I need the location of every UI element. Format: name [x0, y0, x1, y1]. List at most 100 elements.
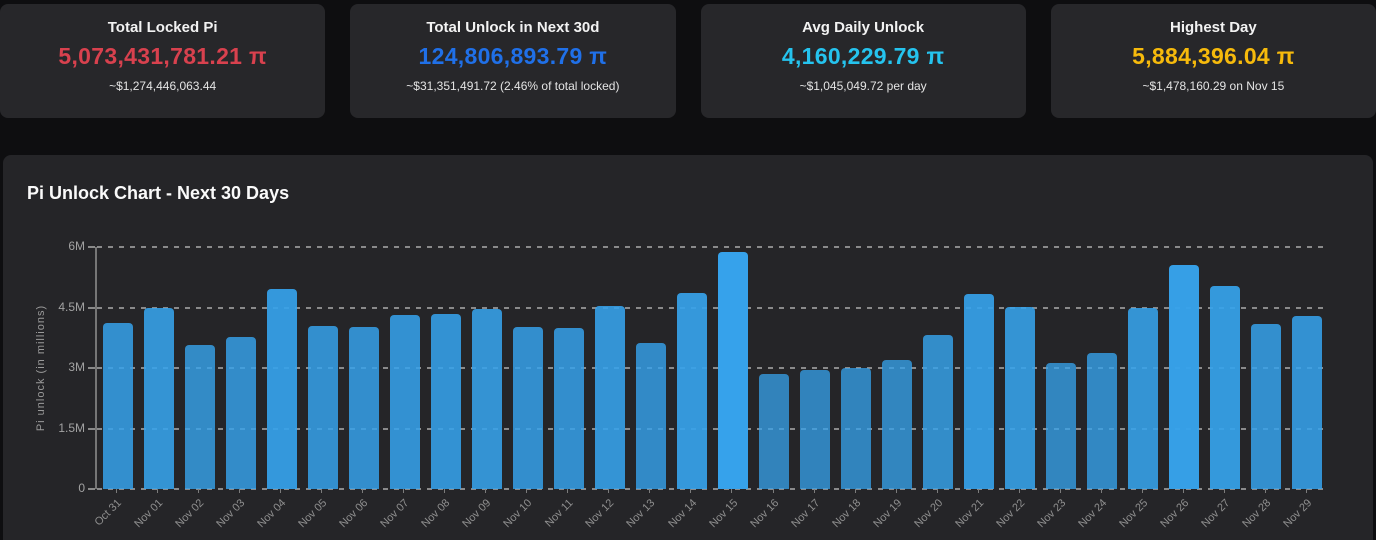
x-tick-mark: [1101, 489, 1103, 493]
x-label-slot: Nov 05: [296, 489, 341, 539]
stat-title: Total Unlock in Next 30d: [426, 19, 600, 36]
bar-slot: [220, 247, 261, 489]
bar-nov-07[interactable]: [389, 315, 420, 489]
x-tick-label: Nov 15: [706, 497, 740, 531]
x-tick-label: Oct 31: [92, 497, 125, 529]
bar-slot: [958, 247, 999, 489]
y-tick-label: 6M: [68, 239, 85, 253]
x-tick-label: Nov 11: [543, 497, 576, 530]
bar-slot: [630, 247, 671, 489]
stats-row: Total Locked Pi 5,073,431,781.21 π ~$1,2…: [0, 0, 1376, 118]
stat-title: Avg Daily Unlock: [802, 19, 925, 36]
bar-nov-03[interactable]: [225, 336, 256, 489]
x-tick-mark: [402, 489, 404, 493]
y-tick-mark: [88, 427, 95, 430]
x-tick-mark: [1059, 489, 1061, 493]
stat-value: 4,160,229.79 π: [781, 43, 945, 69]
bar-nov-22[interactable]: [1004, 307, 1035, 489]
bar-nov-11[interactable]: [553, 328, 584, 489]
x-tick-label: Nov 21: [953, 497, 987, 531]
bar-slot: [548, 247, 589, 489]
stat-value: 5,073,431,781.21 π: [58, 43, 267, 69]
x-tick-label: Nov 12: [583, 497, 617, 531]
y-tick-mark: [88, 488, 95, 490]
x-label-slot: Nov 15: [707, 489, 752, 539]
x-label-slot: Nov 09: [460, 489, 506, 539]
x-label-slot: Nov 01: [132, 489, 177, 539]
bar-nov-28[interactable]: [1250, 324, 1281, 489]
bar-slot: [138, 247, 179, 489]
bar-nov-16[interactable]: [758, 374, 789, 489]
bar-nov-13[interactable]: [635, 343, 666, 489]
y-tick-mark: [88, 306, 95, 309]
bar-slot: [425, 247, 466, 489]
bar-nov-10[interactable]: [512, 327, 543, 489]
x-label-slot: Nov 02: [173, 489, 218, 539]
y-tick-label: 4.5M: [58, 299, 85, 314]
bar-oct-31[interactable]: [102, 323, 133, 489]
bar-nov-14[interactable]: [676, 292, 707, 489]
bar-slot: [876, 247, 917, 489]
x-tick-mark: [1224, 489, 1226, 493]
stat-title: Highest Day: [1170, 19, 1257, 36]
bar-nov-29[interactable]: [1291, 315, 1322, 489]
bar-slot: [589, 247, 630, 489]
x-tick-mark: [1306, 489, 1308, 493]
bar-nov-24[interactable]: [1086, 352, 1117, 489]
bar-nov-25[interactable]: [1127, 308, 1158, 489]
stat-value: 5,884,396.04 π: [1132, 43, 1295, 69]
bar-nov-27[interactable]: [1209, 285, 1240, 489]
x-tick-mark: [526, 489, 528, 493]
x-label-slot: Nov 22: [994, 489, 1039, 539]
bar-nov-12[interactable]: [594, 306, 625, 489]
bar-nov-08[interactable]: [430, 314, 461, 489]
y-tick-mark: [88, 367, 95, 369]
x-tick-label: Nov 08: [419, 497, 453, 531]
bar-slot: [302, 247, 343, 489]
x-tick-label: Nov 17: [788, 497, 823, 531]
x-label-slot: Nov 10: [502, 489, 547, 539]
bar-slot: [753, 247, 794, 489]
bar-slot: [179, 247, 220, 489]
bar-nov-20[interactable]: [922, 334, 953, 489]
x-tick-label: Nov 06: [337, 497, 371, 531]
stat-subtext: ~$1,274,446,063.44: [109, 79, 217, 93]
stat-subtext: ~$1,478,160.29 on Nov 15: [1142, 79, 1285, 93]
x-tick-mark: [1018, 489, 1020, 493]
x-tick-label: Nov 10: [501, 497, 535, 531]
x-label-slot: Nov 23: [1035, 489, 1080, 539]
bar-nov-06[interactable]: [348, 326, 379, 489]
bar-nov-05[interactable]: [307, 325, 338, 489]
bar-nov-18[interactable]: [840, 368, 871, 489]
x-label-slot: Nov 18: [830, 489, 875, 539]
x-tick-label: Nov 07: [378, 497, 412, 531]
bar-nov-17[interactable]: [799, 370, 830, 489]
bar-slot: [794, 247, 835, 489]
bar-nov-09[interactable]: [471, 309, 502, 489]
bar-nov-26[interactable]: [1168, 264, 1199, 489]
x-tick-mark: [238, 489, 240, 493]
x-tick-label: Nov 26: [1158, 497, 1192, 531]
x-label-slot: Nov 17: [789, 489, 834, 539]
x-tick-mark: [977, 489, 979, 493]
bar-slot: [97, 247, 138, 489]
bar-nov-21[interactable]: [963, 294, 994, 489]
x-tick-label: Nov 13: [624, 497, 658, 531]
stat-value: 124,806,893.79 π: [418, 43, 608, 69]
y-tick-label: 1.5M: [58, 420, 85, 435]
x-tick-mark: [444, 489, 446, 493]
x-tick-mark: [608, 489, 610, 493]
x-label-slot: Nov 19: [871, 489, 916, 539]
bar-nov-01[interactable]: [143, 308, 174, 489]
bar-nov-23[interactable]: [1045, 362, 1076, 489]
x-label-slot: Nov 03: [214, 489, 259, 539]
bar-slot: [1204, 247, 1245, 489]
bar-nov-19[interactable]: [881, 359, 912, 489]
x-label-slot: Nov 04: [255, 489, 300, 539]
bar-nov-02[interactable]: [184, 344, 215, 489]
bar-slot: [1163, 247, 1204, 489]
bar-nov-15[interactable]: [717, 251, 748, 489]
chart-panel: Pi Unlock Chart - Next 30 Days Pi unlock…: [3, 155, 1373, 540]
x-axis-labels: Oct 31 Nov 01 Nov 02 Nov 03 Nov 04 Nov 05 Nov …: [92, 489, 1327, 539]
bar-nov-04[interactable]: [266, 288, 297, 489]
